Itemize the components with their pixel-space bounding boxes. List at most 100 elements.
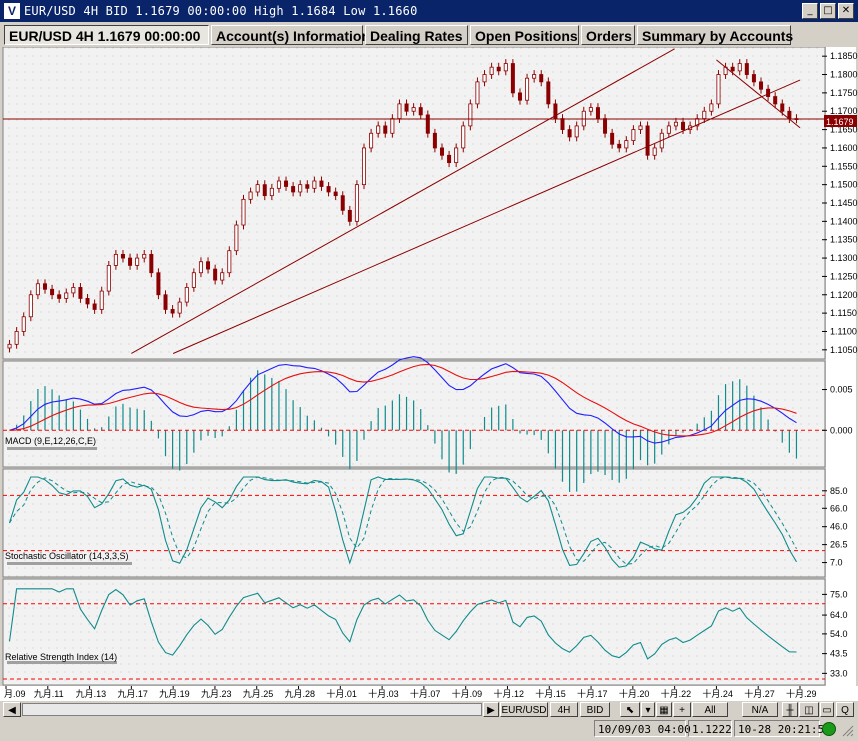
fit-icon[interactable]: ▭: [820, 702, 834, 717]
price-axis-tick-label: 1.1600: [830, 143, 858, 153]
macd-axis-tick-label: 0.000: [830, 425, 853, 435]
tool-dropdown-icon[interactable]: ▾: [641, 702, 655, 717]
candle: [326, 182, 331, 197]
rsi-panel[interactable]: [2, 578, 826, 686]
price-axis-tick-label: 1.1350: [830, 235, 858, 245]
rsi-label-underline: [7, 661, 117, 664]
trendline[interactable]: [172, 79, 801, 354]
tab-bar: EUR/USD 4H 1.1679 00:00:00 Account(s) In…: [0, 23, 858, 47]
x-axis-tick-label: 十月.07: [410, 688, 441, 699]
tab-summary-by-accounts[interactable]: Summary by Accounts: [637, 25, 793, 45]
stochastic-axis-tick-label: 7.0: [830, 558, 843, 568]
candle: [631, 125, 636, 146]
connection-status-icon: [822, 722, 836, 736]
candle: [284, 176, 289, 191]
x-axis-tick-label: 十月.22: [661, 688, 692, 699]
tab-orders[interactable]: Orders: [581, 25, 635, 45]
all-button[interactable]: All: [692, 702, 728, 717]
candle: [57, 290, 62, 303]
candle: [163, 290, 168, 314]
candle: [269, 183, 274, 201]
candle: [482, 70, 487, 87]
price-axis-tick-label: 1.1700: [830, 106, 858, 116]
chart-bars-icon[interactable]: ╫: [782, 702, 798, 717]
candle: [510, 59, 515, 98]
tab-eurusd-chart[interactable]: EUR/USD 4H 1.1679 00:00:00: [4, 25, 209, 45]
price-axis-tick-label: 1.1250: [830, 271, 858, 281]
candle: [234, 220, 239, 256]
trendline[interactable]: [131, 48, 675, 354]
candle: [35, 279, 40, 300]
symbol-button[interactable]: EUR/USD: [500, 702, 548, 717]
candle: [652, 143, 657, 160]
price-axis-tick-label: 1.1500: [830, 180, 858, 190]
chart-type-icon[interactable]: ▦: [656, 702, 672, 717]
price-badge-text: 1.1679: [826, 117, 854, 127]
x-axis: 月.09 九月.11 九月.13 九月.17 九月.19 九月.23 九月.25 九月.28 十…: [0, 686, 858, 700]
zoom-in-icon[interactable]: +: [673, 702, 691, 717]
window-title: EUR/USD 4H BID 1.1679 00:00:00 High 1.16…: [24, 4, 418, 18]
cursor-value: 1.1222: [688, 720, 732, 737]
close-icon[interactable]: ✕: [838, 3, 854, 19]
candle: [291, 182, 296, 197]
candle: [7, 339, 12, 353]
scroll-left-icon[interactable]: ◀: [3, 702, 21, 717]
macd-label-underline: [7, 447, 97, 450]
minimize-icon[interactable]: _: [802, 3, 818, 19]
chart-area[interactable]: 1.1850 1.1800 1.1750 1.1700 1.1650 1.1600 1.15…: [0, 46, 858, 686]
candle: [298, 180, 303, 197]
tab-account-information[interactable]: Account(s) Information: [211, 25, 370, 45]
price-panel[interactable]: [2, 46, 826, 360]
candle: [546, 77, 551, 109]
trendline[interactable]: [716, 59, 801, 129]
status-bar: 10/09/03 04:00 1.1222 10-28 20:21:59: [0, 719, 858, 740]
candle: [744, 59, 749, 79]
tab-dealing-rates[interactable]: Dealing Rates: [365, 25, 468, 45]
period-button[interactable]: 4H: [550, 702, 578, 717]
candle: [425, 110, 430, 138]
horizontal-scrollbar[interactable]: [22, 703, 482, 716]
rsi-line: [8, 588, 797, 660]
candle: [532, 70, 537, 83]
candle: [177, 297, 182, 318]
app-logo-icon: V: [4, 3, 20, 19]
x-axis-tick-label: 九月.11: [34, 689, 64, 699]
x-axis-tick-label: 十月.03: [368, 688, 399, 699]
restore-icon[interactable]: □: [820, 3, 836, 19]
side-button[interactable]: BID: [580, 702, 610, 717]
candle: [113, 249, 118, 270]
candle: [312, 176, 317, 193]
candle: [149, 249, 154, 278]
resize-grip-icon: [840, 722, 854, 737]
candle: [220, 268, 225, 285]
candle: [666, 121, 671, 138]
candle: [588, 103, 593, 116]
x-axis-tick-label: 月.09: [4, 689, 26, 699]
x-axis-tick-label: 十月.12: [493, 688, 524, 699]
price-axis-tick-label: 1.1050: [830, 345, 858, 355]
stochastic-panel[interactable]: [2, 468, 826, 578]
x-axis-tick-label: 十月.29: [786, 688, 817, 699]
scroll-right-icon[interactable]: ▶: [483, 702, 499, 717]
candle: [28, 290, 33, 322]
q-button[interactable]: Q: [836, 702, 854, 717]
rsi-axis-tick-label: 43.5: [830, 649, 848, 659]
candle: [461, 121, 466, 153]
x-axis-tick-label: 十月.24: [702, 688, 733, 699]
candle: [142, 249, 147, 263]
candle-icon[interactable]: ◫: [799, 702, 819, 717]
candle: [716, 70, 721, 109]
candle: [418, 103, 423, 120]
candle: [624, 136, 629, 153]
na-button[interactable]: N/A: [742, 702, 778, 717]
candle: [92, 299, 97, 314]
candle: [191, 268, 196, 292]
candle: [638, 121, 643, 134]
tab-open-positions[interactable]: Open Positions: [470, 25, 579, 45]
stochastic-d-line: [9, 476, 797, 565]
candle: [759, 77, 764, 94]
chart-svg[interactable]: 1.1850 1.1800 1.1750 1.1700 1.1650 1.1600 1.15…: [0, 46, 858, 686]
cursor-tool-icon[interactable]: ⬉: [620, 702, 640, 717]
candle: [737, 59, 742, 76]
x-axis-tick-label: 九月.25: [243, 689, 274, 699]
